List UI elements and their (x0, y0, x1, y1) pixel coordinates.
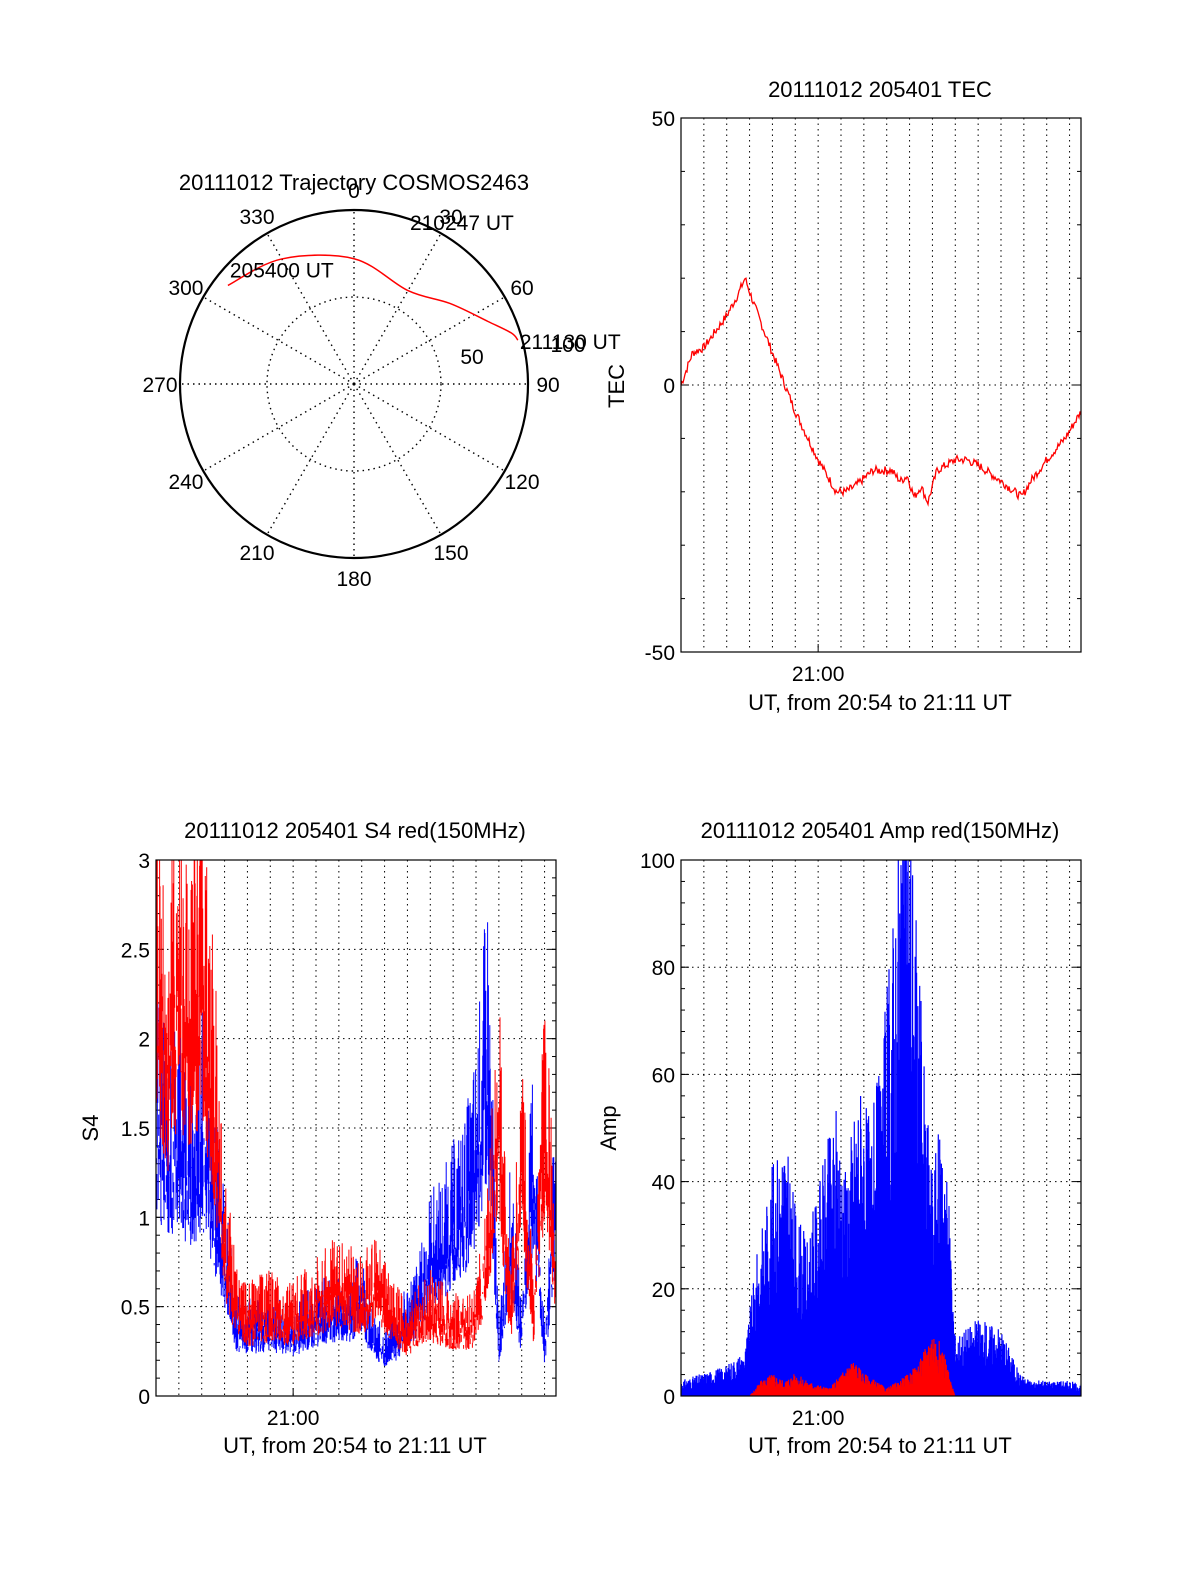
azimuth-label: 0 (348, 180, 360, 203)
plot-frame (680, 859, 1082, 1397)
x-tick-label: 21:00 (792, 1407, 845, 1430)
trajectory-annotation: 210247 UT (410, 212, 514, 235)
amp-panel: 20111012 205401 Amp red(150MHz) Amp UT, … (596, 818, 1082, 1458)
polar-inner-circle (266, 296, 442, 472)
trajectory-panel: 20111012 Trajectory COSMOS2463 0 30 60 90 12… (142, 170, 620, 591)
s4-panel: 20111012 205401 S4 red(150MHz) S4 UT, fr… (78, 818, 557, 1458)
y-tick-label: 100 (640, 850, 675, 873)
series-line (681, 277, 1081, 507)
y-tick-label: 0.5 (121, 1297, 150, 1320)
polar-spoke (353, 383, 442, 536)
y-tick-label: 60 (652, 1064, 675, 1087)
amp-xlabel: UT, from 20:54 to 21:11 UT (748, 1433, 1012, 1458)
polar-spoke (202, 296, 355, 385)
y-tick-label: 0 (138, 1386, 150, 1409)
polar-labels: 0 30 60 90 120 150 180 210 240 270 300 330 50 100 (142, 180, 585, 591)
tec-ylabel: TEC (604, 364, 629, 408)
azimuth-label: 300 (168, 277, 203, 300)
plot-frame (155, 859, 557, 1397)
tec-panel: 20111012 205401 TEC TEC UT, from 20:54 t… (604, 77, 1082, 715)
s4-plot: 0 0.5 1 1.5 2 2.5 3 21:00 (121, 850, 557, 1430)
azimuth-label: 240 (168, 471, 203, 494)
polar-grid (178, 208, 530, 560)
amp-title: 20111012 205401 Amp red(150MHz) (701, 818, 1060, 843)
trajectory-annotation: 205400 UT (230, 259, 334, 282)
series-group (681, 277, 1081, 507)
azimuth-label: 30 (439, 206, 462, 229)
amp-ylabel: Amp (596, 1105, 621, 1150)
azimuth-label: 90 (536, 374, 559, 397)
polar-spoke (353, 383, 506, 472)
series-group (156, 860, 556, 1367)
y-tick-label: -50 (645, 642, 675, 665)
y-tick-label: 40 (652, 1172, 675, 1195)
polar-spoke (353, 296, 506, 385)
series-line (156, 860, 556, 1356)
y-tick-label: 0 (663, 1386, 675, 1409)
azimuth-label: 180 (336, 568, 371, 591)
polar-spoke (266, 232, 355, 385)
polar-spoke (353, 232, 442, 385)
series-line (749, 1339, 956, 1396)
polar-spoke (202, 383, 355, 472)
s4-title: 20111012 205401 S4 red(150MHz) (184, 818, 526, 843)
trajectory-line (227, 254, 519, 341)
series-line (681, 860, 1081, 1396)
y-tick-label: 50 (652, 108, 675, 131)
amp-plot: 0 20 40 60 80 100 21:00 (640, 850, 1082, 1430)
series-group (681, 860, 1081, 1396)
azimuth-label: 330 (239, 206, 274, 229)
azimuth-label: 150 (433, 542, 468, 565)
y-tick-label: 1 (138, 1207, 150, 1230)
y-tick-label: 3 (138, 850, 150, 873)
s4-xlabel: UT, from 20:54 to 21:11 UT (223, 1433, 487, 1458)
radial-label: 50 (460, 346, 483, 369)
azimuth-label: 60 (510, 277, 533, 300)
trajectory-title: 20111012 Trajectory COSMOS2463 (179, 170, 529, 195)
azimuth-label: 120 (504, 471, 539, 494)
polar-outer-circle (178, 208, 530, 560)
x-tick-label: 21:00 (792, 663, 845, 686)
x-tick-label: 21:00 (267, 1407, 320, 1430)
azimuth-label: 210 (239, 542, 274, 565)
polar-series: 205400 UT 210247 UT 211130 UT (227, 212, 621, 354)
y-tick-label: 1.5 (121, 1118, 150, 1141)
y-tick-label: 2 (138, 1029, 150, 1052)
plot-frame (680, 117, 1082, 653)
y-tick-label: 20 (652, 1279, 675, 1302)
radial-label: 100 (550, 334, 585, 357)
azimuth-label: 270 (142, 374, 177, 397)
trajectory-annotation: 211130 UT (520, 331, 621, 354)
tec-xlabel: UT, from 20:54 to 21:11 UT (748, 690, 1012, 715)
y-tick-label: 0 (663, 375, 675, 398)
tec-title: 20111012 205401 TEC (768, 77, 992, 102)
polar-spoke (266, 383, 355, 536)
s4-ylabel: S4 (78, 1115, 103, 1142)
y-tick-label: 2.5 (121, 939, 150, 962)
y-tick-label: 80 (652, 957, 675, 980)
tec-plot: -50 0 50 21:00 (645, 108, 1082, 686)
